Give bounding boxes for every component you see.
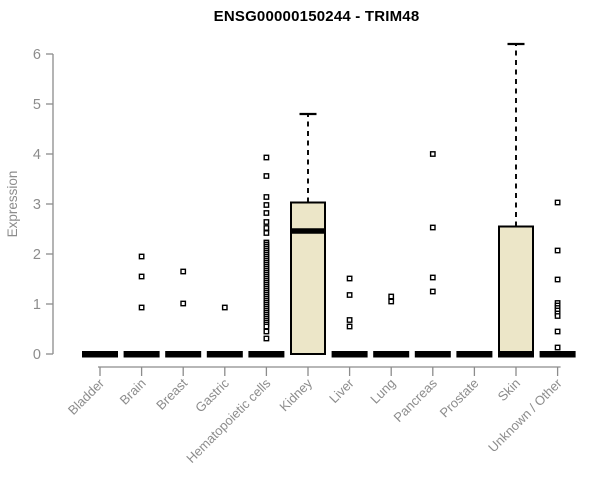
outlier-point: [388, 293, 395, 300]
y-tick-label: 3: [33, 197, 41, 213]
x-tick-label-brain: Brain: [117, 376, 149, 408]
outlier-point: [180, 268, 187, 275]
outlier-point: [346, 317, 353, 323]
outlier-point: [554, 344, 561, 351]
boxplot-gastric: [206, 304, 243, 358]
y-tick-label: 0: [33, 347, 41, 363]
boxplot-hematopoietic-cells: [248, 154, 285, 358]
outlier-point: [138, 253, 145, 260]
outlier-point: [429, 288, 436, 295]
boxplot-bladder: [82, 351, 118, 358]
x-tick-label-prostate: Prostate: [437, 376, 482, 421]
collapsed-box-zero-bar: [331, 351, 368, 358]
x-tick-label-gastric: Gastric: [192, 375, 232, 415]
collapsed-box-zero-bar: [165, 351, 202, 358]
y-tick-label: 6: [33, 47, 41, 63]
outlier-point: [263, 219, 270, 225]
collapsed-box-zero-bar: [248, 351, 285, 358]
boxplot-breast: [165, 268, 202, 358]
median-line: [498, 351, 534, 358]
x-tick-label-bladder: Bladder: [65, 375, 108, 418]
collapsed-box-zero-bar: [539, 351, 576, 358]
boxplot-kidney: [290, 112, 326, 355]
y-axis: 0 1 2 3 4 5 6 Expression: [5, 47, 54, 363]
x-tick-label-lung: Lung: [367, 376, 398, 407]
x-tick-label-skin: Skin: [495, 376, 523, 404]
boxplot-lung: [373, 293, 410, 358]
collapsed-box-zero-bar: [82, 351, 118, 358]
boxplot-brain: [123, 253, 160, 358]
outlier-point: [263, 225, 270, 231]
outlier-point: [346, 275, 353, 282]
outlier-point: [429, 274, 436, 281]
outlier-point: [263, 202, 270, 208]
outlier-point: [429, 224, 436, 231]
box: [290, 201, 326, 355]
outlier-point: [346, 323, 353, 330]
collapsed-box-zero-bar: [456, 351, 493, 358]
box: [498, 225, 534, 355]
boxplot-skin: [498, 42, 534, 358]
outlier-point: [388, 298, 395, 305]
x-tick-label-breast: Breast: [153, 375, 190, 412]
outlier-point: [221, 304, 228, 311]
collapsed-box-zero-bar: [123, 351, 160, 358]
outlier-point: [263, 328, 270, 335]
boxplot-pancreas: [414, 151, 451, 358]
y-tick-label: 1: [33, 297, 41, 313]
outlier-point: [138, 304, 145, 311]
outlier-point: [263, 154, 270, 161]
outlier-point: [263, 335, 270, 342]
outlier-point: [263, 230, 270, 236]
boxplot-unknown-other: [539, 199, 576, 358]
outlier-point: [429, 151, 436, 157]
outlier-point: [554, 247, 561, 254]
median-line: [292, 228, 324, 234]
outlier-point: [263, 194, 270, 200]
outlier-point: [138, 273, 145, 280]
x-tick-label-pancreas: Pancreas: [390, 375, 440, 425]
outlier-point: [263, 173, 270, 179]
x-tick-label-kidney: Kidney: [276, 375, 315, 414]
outlier-point: [346, 292, 353, 298]
boxplot-prostate: [456, 351, 493, 358]
chart-title: ENSG00000150244 - TRIM48: [213, 8, 420, 25]
collapsed-box-zero-bar: [414, 351, 451, 358]
collapsed-box-zero-bar: [206, 351, 243, 358]
y-tick-label: 2: [33, 247, 41, 263]
outlier-point: [554, 199, 561, 206]
y-tick-label: 4: [33, 147, 41, 163]
collapsed-box-zero-bar: [373, 351, 410, 358]
outlier-point: [554, 328, 561, 335]
outlier-point: [554, 313, 561, 319]
x-tick-label-liver: Liver: [326, 375, 357, 406]
outlier-point: [263, 323, 270, 330]
y-axis-label: Expression: [5, 171, 20, 238]
y-tick-label: 5: [33, 97, 41, 113]
outlier-point: [180, 300, 187, 307]
x-tick-label-unknown-other: Unknown / Other: [485, 375, 565, 455]
outlier-point: [554, 276, 561, 283]
outlier-point: [263, 210, 270, 216]
boxplot-liver: [331, 275, 368, 358]
